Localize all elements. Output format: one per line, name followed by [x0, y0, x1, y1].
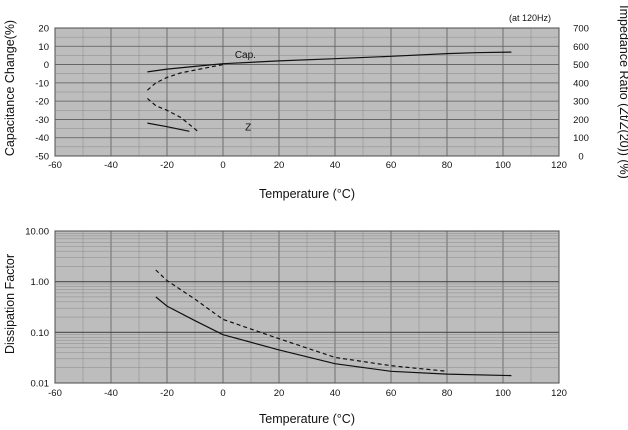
y2-tick-label: 400: [573, 78, 589, 89]
y2-tick-labels-top: 700 600 500 400 300 200 100 0: [573, 24, 589, 163]
y2-tick-label: 300: [573, 97, 589, 108]
curve-labels-top: Cap. Z: [235, 50, 256, 133]
series-group-bottom: [155, 269, 512, 377]
series-line-top-1: [147, 64, 224, 91]
x-tick-label: 60: [386, 160, 397, 171]
series-line-top-2: [147, 122, 190, 132]
curve-label: Cap.: [235, 50, 256, 61]
y2-tick-label: 600: [573, 42, 589, 53]
x-tick-label: 0: [220, 388, 225, 399]
y-tick-label: 1.00: [31, 277, 50, 288]
series-line-bottom-1: [155, 269, 448, 372]
y-tick-label: -30: [35, 115, 49, 126]
y-tick-label: 0.01: [31, 379, 50, 390]
y-tick-label: 0: [44, 60, 49, 71]
y-tick-label: -50: [35, 152, 49, 163]
y-tick-label: 0.10: [31, 328, 50, 339]
y-tick-label: 10: [38, 42, 49, 53]
capacitance-impedance-chart: -60 -40 -20 0 20 40 60 80 100 120 20100-10-20-30-…: [3, 5, 628, 201]
y-tick-labels-bottom: 10.00 1.00 0.10 0.01: [25, 227, 49, 390]
series-line-top-3: [147, 97, 199, 132]
x-tick-label: 120: [551, 388, 567, 399]
y-tick-label: 20: [38, 24, 49, 35]
x-tick-label: -60: [48, 160, 62, 171]
x-tick-label: 120: [551, 160, 567, 171]
x-tick-label: -40: [104, 388, 118, 399]
y2-tick-label: 500: [573, 60, 589, 71]
x-tick-label: 80: [442, 388, 453, 399]
series-group-top: [147, 51, 512, 132]
y-tick-label: 10.00: [25, 227, 49, 238]
grid-top: [54, 27, 560, 157]
x-tick-label: -60: [48, 388, 62, 399]
x-tick-label: 80: [442, 160, 453, 171]
x-tick-label: 60: [386, 388, 397, 399]
y-tick-label: -10: [35, 78, 49, 89]
series-line-bottom-0: [155, 296, 512, 377]
x-tick-label: -20: [160, 160, 174, 171]
y-tick-label: -20: [35, 97, 49, 108]
y-tick-labels-top: 20 10 0 -10 -20 -30 -40 -50: [35, 24, 49, 163]
x-axis-title-top: Temperature (°C): [259, 187, 355, 201]
x-tick-label: 100: [495, 160, 511, 171]
y2-tick-label: 200: [573, 115, 589, 126]
measurement-note: (at 120Hz): [509, 13, 551, 23]
x-tick-label: -20: [160, 388, 174, 399]
x-tick-label: 0: [220, 160, 225, 171]
y2-axis-title-top: Impedance Ratio (Zt/Z(20)) (%): [617, 5, 628, 179]
y-axis-title-top: Capacitance Change(%): [3, 20, 17, 156]
x-tick-label: 100: [495, 388, 511, 399]
y-tick-label: -40: [35, 133, 49, 144]
grid-bottom: [54, 230, 560, 384]
x-axis-title-bottom: Temperature (°C): [259, 412, 355, 426]
y-axis-title-bottom: Dissipation Factor: [3, 254, 17, 354]
x-tick-label: 40: [330, 388, 341, 399]
dissipation-factor-chart: -60 -40 -20 0 20 40 60 80 100 120 10.00 1.00 0.10 0.…: [3, 227, 567, 427]
x-tick-label: -40: [104, 160, 118, 171]
y2-tick-label: 0: [578, 152, 583, 163]
x-tick-label: 40: [330, 160, 341, 171]
series-line-top-0: [147, 51, 512, 73]
x-tick-labels-top: -60 -40 -20 0 20 40 60 80 100 120: [48, 160, 567, 171]
x-tick-label: 20: [274, 160, 285, 171]
x-tick-labels-bottom: -60 -40 -20 0 20 40 60 80 100 120: [48, 388, 567, 399]
x-tick-label: 20: [274, 388, 285, 399]
y2-tick-label: 100: [573, 133, 589, 144]
curve-label: Z: [245, 122, 251, 133]
y2-tick-label: 700: [573, 24, 589, 35]
